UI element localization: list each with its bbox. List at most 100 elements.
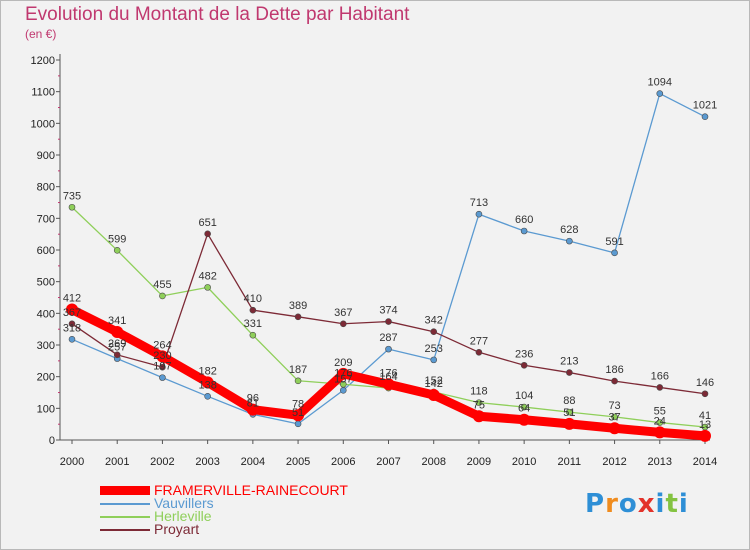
data-point [337,367,350,380]
data-point [656,384,664,391]
data-label: 264 [153,339,171,351]
logo-letter: x [637,489,656,519]
data-point [204,230,211,238]
data-point [430,356,438,364]
x-tick-label: 2012 [602,456,626,468]
data-label: 186 [605,364,623,376]
data-label: 96 [247,393,259,405]
chart-title: Evolution du Montant de la Dette par Hab… [25,4,410,25]
data-label: 367 [334,307,352,319]
data-label: 78 [292,398,304,410]
x-tick-label: 2008 [421,456,445,468]
x-tick-label: 2014 [693,456,717,468]
data-label: 13 [699,419,711,431]
data-point [294,377,302,385]
data-point [204,284,211,291]
data-label: 152 [425,375,443,387]
data-point [68,320,76,328]
data-point [653,426,666,439]
series-vauvillers [68,90,709,428]
data-point [201,376,214,389]
x-tick-label: 2009 [467,456,491,468]
data-label: 138 [198,379,216,391]
data-point [159,363,166,371]
data-label: 157 [334,373,352,385]
data-point [159,374,166,381]
data-label: 182 [198,365,216,377]
logo-letter: P [585,489,606,519]
x-tick-label: 2010 [512,456,536,468]
logo-letter: i [678,489,689,519]
x-tick-label: 2005 [286,456,310,468]
data-point [427,389,440,402]
chart-unit-label: (en €) [25,27,57,41]
data-label: 213 [560,356,578,368]
data-point [520,227,528,235]
data-point [385,318,392,325]
x-tick-label: 2000 [60,456,84,468]
data-point [68,335,76,343]
data-label: 187 [289,364,307,376]
data-point [430,328,438,336]
legend-label: Vauvillers [154,495,214,511]
data-label: 230 [153,350,171,362]
data-label: 591 [605,236,623,248]
data-label: 209 [334,357,352,369]
data-label: 257 [108,342,126,354]
data-label: 88 [563,395,575,407]
data-label: 236 [515,348,533,360]
data-label: 37 [608,411,620,423]
data-point [156,350,169,363]
data-point [159,292,166,300]
line-chart: 0 100 200 300 400 500 600 700 800 900 1000 1100 1200… [31,54,717,468]
data-point [475,399,483,406]
data-point [520,403,528,411]
x-tick-label: 2004 [241,456,265,468]
data-label: 389 [289,300,307,312]
data-point [701,113,709,120]
data-label: 55 [654,406,666,418]
data-point [566,408,573,416]
data-point [246,403,259,416]
y-tick-label: 600 [37,245,55,257]
data-label: 75 [473,399,485,411]
data-label: 331 [244,318,262,330]
data-point [113,351,121,359]
data-label: 73 [608,400,620,412]
x-tick-label: 2002 [150,456,174,468]
data-point [566,369,573,376]
data-point [611,249,618,257]
data-point [292,409,305,422]
y-tick-label: 1000 [31,118,55,130]
data-point [518,413,531,426]
x-tick-label: 2011 [558,456,582,468]
data-point [111,326,124,339]
x-tick-label: 2001 [105,456,129,468]
x-tick-label: 2006 [331,456,355,468]
y-tick-label: 200 [37,372,55,384]
data-label: 24 [654,415,666,427]
legend-swatch [100,503,150,505]
data-label: 1021 [693,100,717,112]
data-point [68,203,76,211]
data-point [294,313,302,321]
data-point [339,320,347,328]
data-point [701,390,709,398]
legend-label: Proyart [154,521,200,537]
data-point [656,419,664,426]
logo-letter: i [655,489,666,519]
data-label: 118 [470,386,488,398]
data-label: 651 [198,217,216,229]
data-point [566,237,573,245]
data-point [520,361,528,369]
data-point [563,417,576,430]
data-point [294,420,302,428]
series-framerville-rainecourt [66,303,711,442]
legend-label: FRAMERVILLE-RAINECOURT [154,482,348,498]
data-point [66,303,78,316]
legend-swatch [100,516,150,518]
data-label: 176 [334,367,352,379]
x-tick-label: 2013 [648,456,672,468]
data-label: 142 [425,378,443,390]
data-point [699,429,711,442]
